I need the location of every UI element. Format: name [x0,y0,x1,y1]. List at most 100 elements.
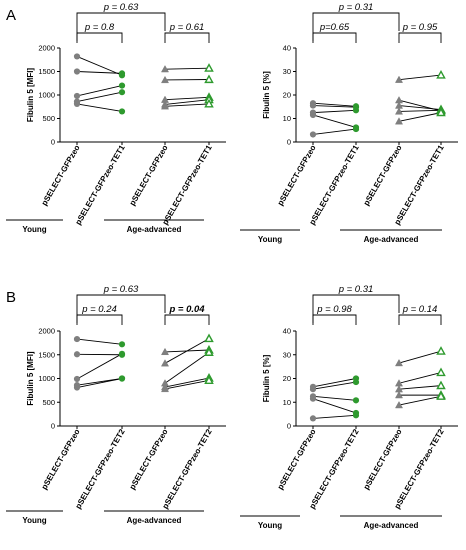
data-point [436,346,446,355]
pair-line [398,105,442,111]
p-value-label: p = 0.98 [316,304,352,315]
pair-line [398,395,442,406]
y-axis-label: Fibulin 5 [MFI] [26,351,35,406]
data-point [204,98,214,108]
pair-line [312,381,357,390]
data-point [436,69,446,79]
y-tick-label: 500 [42,398,55,407]
y-tick-label: 0 [51,138,55,147]
data-point [73,68,81,75]
pair-line [164,67,210,70]
p-value-label: p = 0.24 [81,304,117,315]
category-label: pSELECT-GFPzeo [128,143,170,207]
data-point [394,107,404,115]
data-point [73,384,81,391]
category-label: pSELECT-GFPzeo-TET1 [308,143,361,227]
data-point [160,347,170,356]
pair-line [312,414,357,419]
significance-bracket [164,314,210,325]
data-point [73,335,81,343]
data-point [394,358,404,367]
pair-line [398,372,442,384]
data-point [394,400,404,409]
y-tick-label: 40 [283,327,291,336]
young-group-label: Young [22,225,46,234]
y-tick-label: 10 [283,114,291,123]
p-value-label: p = 0.31 [338,2,374,13]
category-label: pSELECT-GFPzeo-TET2 [161,427,214,511]
significance-bracket [312,12,400,41]
aged-group-label: Age-advanced [364,521,419,530]
data-point [394,117,404,125]
significance-bracket [164,32,210,43]
panel-letter-a: A [6,7,16,24]
data-point [352,125,360,133]
data-point [160,359,170,367]
category-label: pSELECT-GFPzeo [276,427,318,491]
category-label: pSELECT-GFPzeo [362,427,404,491]
data-point [204,347,214,356]
data-point [436,367,446,377]
pair-line [312,114,357,128]
p-value-label: p = 0.95 [402,22,438,33]
pair-line [76,353,123,380]
y-tick-label: 2000 [38,327,55,336]
data-point [309,111,317,119]
category-label: pSELECT-GFPzeo-TET2 [393,427,446,511]
data-point [352,397,360,404]
significance-bracket [312,32,357,43]
chart-1: 0 500 1000 1500 2000 Fibulin 5 [MFI] pSELECT-G… [6,2,226,234]
category-label: pSELECT-GFPzeo [128,427,170,491]
y-axis-label: Fibulin 5 [%] [262,71,271,119]
y-tick-label: 30 [283,350,291,359]
data-point [160,102,170,110]
y-tick-label: 1000 [38,374,55,383]
y-tick-label: 1500 [38,67,55,76]
data-point [204,333,214,343]
data-point [204,63,214,72]
significance-bracket [76,314,123,325]
category-label: pSELECT-GFPzeo [362,143,404,207]
data-point [394,391,404,399]
pair-line [312,378,357,388]
data-point [352,412,360,419]
pair-line [398,74,442,81]
data-point [394,75,404,83]
pair-line [76,71,123,74]
pair-line [312,398,357,414]
panel-letter-b: B [6,289,16,306]
category-label: pSELECT-GFPzeo [276,143,318,207]
pair-line [164,352,210,384]
p-value-label: p = 0.31 [338,284,374,295]
data-point [160,65,170,73]
y-tick-label: 30 [283,67,291,76]
data-point [309,131,317,138]
y-tick-label: 2000 [38,44,55,53]
category-label: pSELECT-GFPzeo-TET1 [161,143,214,227]
category-label: pSELECT-GFPzeo-TET2 [308,427,361,511]
pair-line [398,112,442,122]
aged-group-label: Age-advanced [364,235,419,244]
pair-line [312,395,357,401]
p-value-label: p=0.65 [319,22,350,33]
data-point [118,375,126,382]
young-group-label: Young [258,235,282,244]
data-point [73,92,81,100]
y-axis-label: Fibulin 5 [%] [262,354,271,402]
data-point [309,102,317,109]
data-point [118,350,126,357]
data-point [118,89,126,96]
significance-bracket [76,294,166,323]
pair-line [312,109,357,114]
y-tick-label: 0 [51,422,55,431]
y-tick-label: 40 [283,44,291,53]
y-tick-label: 0 [287,138,291,147]
data-point [73,351,81,358]
y-tick-label: 1000 [38,91,55,100]
chart-3: 0 500 1000 1500 2000 Fibulin 5 [MFI] pSELECT-G… [6,284,226,525]
data-point [160,384,170,393]
